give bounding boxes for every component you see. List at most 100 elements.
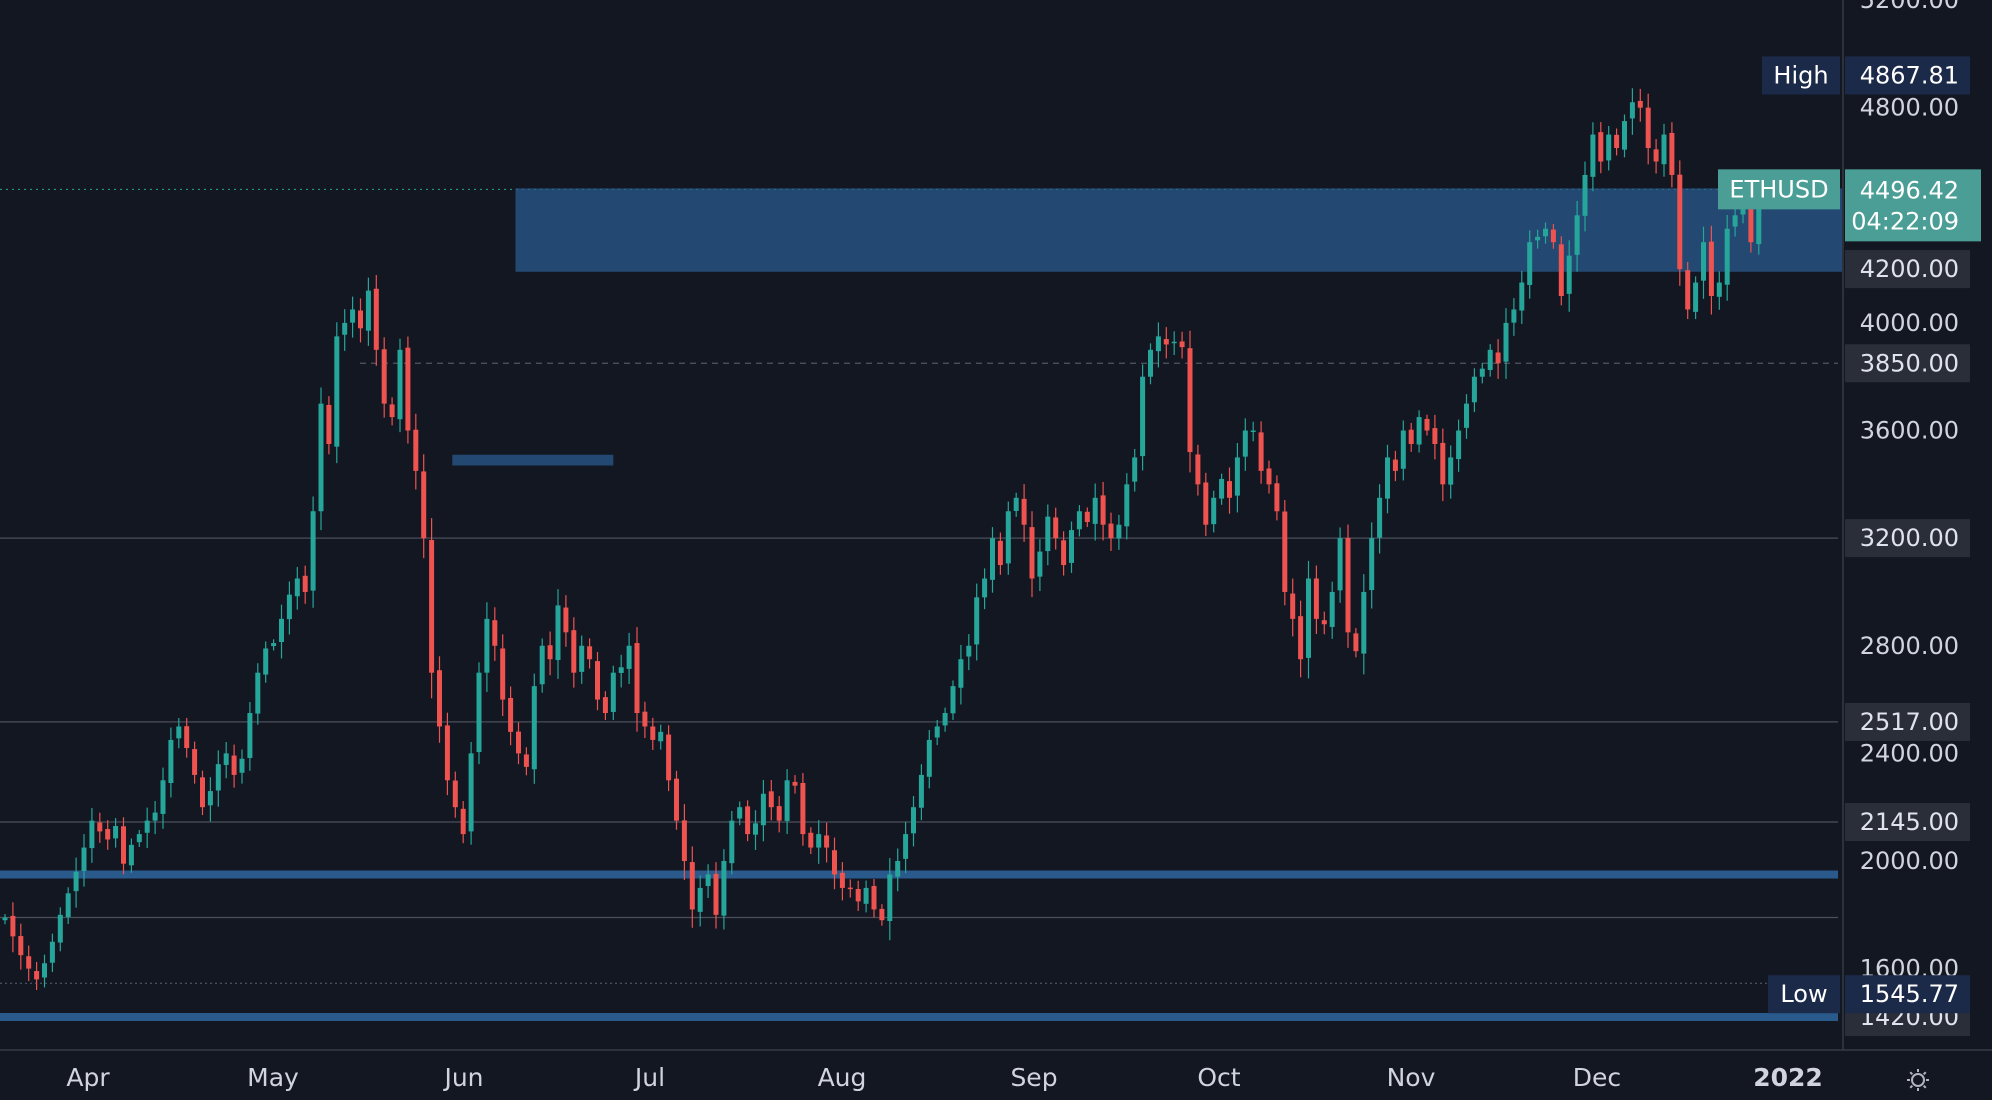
candle-body (658, 731, 664, 742)
gear-ring[interactable] (1911, 1073, 1925, 1087)
candle-body (302, 575, 308, 592)
candle-body (602, 697, 608, 714)
candle-body (1400, 430, 1406, 469)
candle (1385, 444, 1390, 514)
candle (1353, 628, 1359, 658)
candle (816, 820, 822, 864)
candle (982, 568, 988, 610)
candle (1471, 368, 1477, 413)
candle (966, 634, 972, 671)
candle-body (1693, 282, 1699, 312)
candle (1622, 114, 1627, 158)
candle (1724, 214, 1730, 301)
candle-body (1377, 497, 1383, 538)
candle-body (879, 908, 885, 921)
candle-body (1140, 376, 1146, 457)
candle (318, 387, 324, 531)
candle-body (1637, 100, 1643, 108)
candle (1574, 200, 1580, 272)
high-tag: High (1762, 56, 1840, 95)
candle-body (1432, 428, 1438, 444)
candle (302, 565, 308, 604)
time-axis[interactable]: Apr May Jun Jul Aug Sep Oct Nov Dec 2022 (0, 1049, 1992, 1092)
candle-body (239, 758, 245, 773)
candle-body (326, 404, 332, 444)
candle (1685, 261, 1691, 320)
candle-body (460, 808, 466, 835)
candle (689, 846, 695, 928)
candle-body (1558, 244, 1564, 297)
candle-body (681, 820, 687, 862)
candle (1392, 450, 1398, 482)
candle-body (342, 322, 348, 335)
candle (839, 862, 845, 901)
candle-body (215, 764, 221, 791)
candle-body (1701, 242, 1706, 281)
candle (389, 397, 395, 426)
price-label-text: 4200.00 (1860, 255, 1959, 283)
candle-body (310, 511, 316, 591)
candle-body (1598, 132, 1604, 162)
gear-tooth[interactable] (1909, 1071, 1914, 1076)
candle (1535, 229, 1541, 249)
candle (381, 337, 387, 418)
candle (1313, 565, 1319, 635)
settings-gear-icon[interactable] (1907, 1069, 1929, 1091)
gear-tooth[interactable] (1922, 1084, 1927, 1089)
candle (413, 413, 419, 490)
candle-body (1321, 620, 1327, 625)
candle (1155, 322, 1161, 368)
gear-tooth[interactable] (1909, 1084, 1914, 1089)
candle (144, 807, 150, 848)
candle (231, 744, 237, 788)
candle (571, 617, 577, 688)
candle-body (1503, 322, 1509, 362)
candle (1140, 364, 1146, 471)
high-price-label-text: 4867.81 (1860, 61, 1959, 89)
candle (73, 857, 79, 908)
candle-body (81, 847, 87, 871)
candle-body (1392, 459, 1398, 471)
candle-body (1053, 517, 1059, 539)
candle (539, 638, 545, 693)
candle-body (1274, 483, 1280, 512)
candle (1242, 418, 1248, 471)
candle-body (1005, 511, 1011, 564)
candle (1645, 93, 1651, 165)
candle (89, 808, 95, 863)
candle-body (587, 646, 593, 660)
y-tick-label: 4000.00 (1860, 309, 1959, 337)
candle-body (1250, 430, 1256, 433)
candle-body (784, 780, 790, 821)
candle (934, 720, 940, 746)
candle-body (531, 686, 537, 770)
candle (397, 338, 403, 433)
candle-body (1219, 478, 1225, 499)
candle-body (1234, 457, 1240, 496)
candle (460, 801, 466, 844)
candle (184, 717, 190, 758)
candle (863, 880, 869, 913)
candle (476, 662, 482, 765)
candle-body (839, 872, 845, 888)
candle-body (674, 778, 679, 821)
candle-body (918, 774, 924, 808)
candle-body (42, 963, 47, 978)
candle-body (73, 871, 79, 892)
candle (97, 812, 103, 843)
candle (358, 298, 363, 343)
price-axis[interactable]: 5200.00 4800.00 4000.00 3600.00 2800.00 2400.… (1842, 0, 1959, 1050)
candle (697, 875, 703, 927)
candle-body (358, 310, 363, 329)
candle-body (397, 349, 403, 420)
candle (1708, 225, 1714, 315)
candle (160, 767, 166, 829)
y-tick-label: 5200.00 (1860, 0, 1959, 14)
candle (421, 454, 427, 559)
candle (1693, 276, 1699, 320)
candle-body (516, 731, 521, 754)
gear-tooth[interactable] (1922, 1071, 1927, 1076)
candle (1084, 507, 1090, 528)
candle (610, 665, 616, 721)
